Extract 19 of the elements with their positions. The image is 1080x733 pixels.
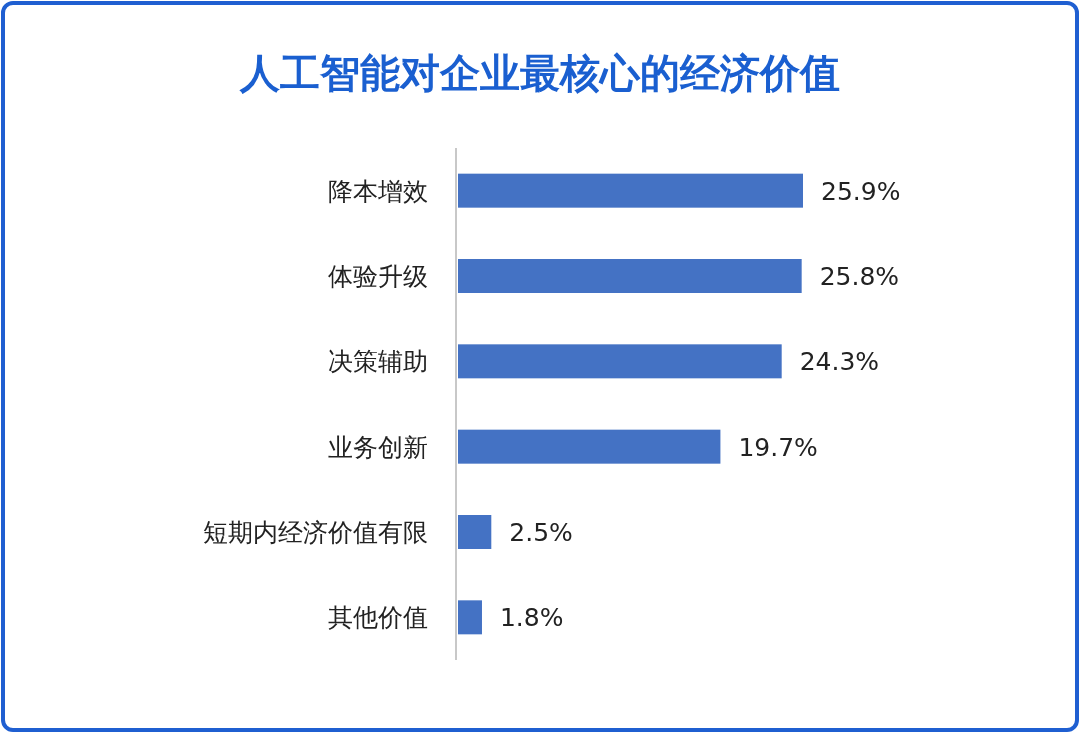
y-tick-label: 业务创新 bbox=[328, 432, 428, 462]
bar bbox=[458, 429, 721, 464]
data-label: 2.5% bbox=[509, 518, 573, 547]
y-tick-label: 短期内经济价值有限 bbox=[203, 518, 428, 547]
data-label: 1.8% bbox=[499, 603, 564, 633]
y-tick-label: 体验升级 bbox=[328, 262, 428, 291]
y-tick-label: 降本增效 bbox=[328, 176, 428, 206]
chart-title: 人工智能对企业最核心的经济价值 bbox=[239, 50, 840, 96]
bar bbox=[458, 600, 482, 635]
y-tick-label: 其他价值 bbox=[328, 603, 428, 633]
data-label: 25.9% bbox=[821, 176, 901, 206]
bar bbox=[458, 173, 803, 208]
data-label: 24.3% bbox=[799, 347, 880, 377]
data-label: 19.7% bbox=[738, 432, 818, 462]
bar bbox=[458, 344, 782, 379]
data-label: 25.8% bbox=[819, 262, 900, 291]
bar bbox=[458, 515, 492, 549]
bar bbox=[458, 259, 802, 293]
y-tick-label: 决策辅助 bbox=[328, 347, 428, 377]
